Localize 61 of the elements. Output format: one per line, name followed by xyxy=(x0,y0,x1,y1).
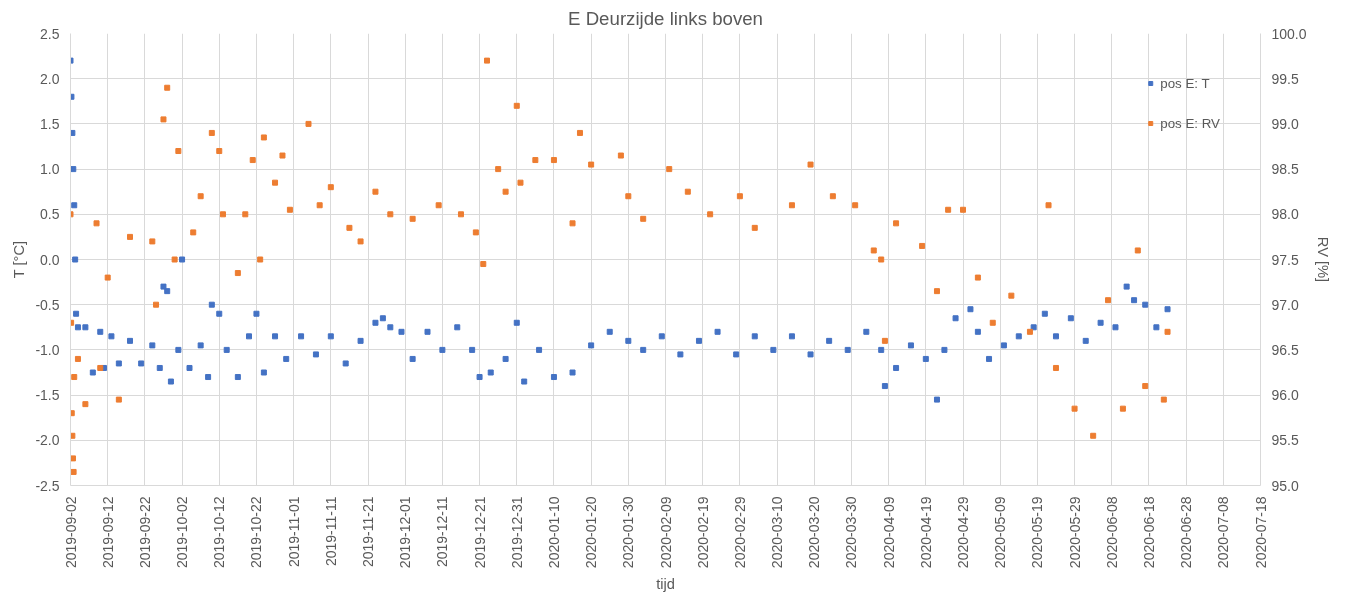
x-tick-label: 2020-04-19 xyxy=(917,496,934,569)
x-tick-label: 2020-02-09 xyxy=(657,496,674,569)
x-tick-label: 2019-12-31 xyxy=(508,496,525,569)
x-tick-label: 2020-01-10 xyxy=(545,496,562,569)
y-tick-label: -1.5 xyxy=(35,387,60,404)
x-tick-label: 2020-01-20 xyxy=(583,496,600,569)
y-tick-label: -2.0 xyxy=(35,432,60,449)
x-tick-label: 2019-10-22 xyxy=(248,496,265,569)
x-tick-label: 2020-05-29 xyxy=(1066,496,1083,569)
y-tick-label: 2.5 xyxy=(40,25,60,42)
x-tick-label: 2019-09-22 xyxy=(136,496,153,569)
x-tick-label: 2020-05-19 xyxy=(1029,496,1046,569)
x-tick-label: 2019-12-01 xyxy=(397,496,414,569)
x-axis-title: tijd xyxy=(656,576,675,593)
x-tick-label: 2020-07-18 xyxy=(1252,496,1269,569)
x-tick-label: 2019-11-01 xyxy=(285,496,302,568)
x-tick-label: 2020-03-10 xyxy=(769,496,786,569)
y2-tick-label: 95.0 xyxy=(1271,477,1299,494)
x-tick-label: 2019-11-11 xyxy=(322,496,339,567)
y2-tick-label: 99.0 xyxy=(1271,115,1299,132)
x-tick-label: 2020-06-18 xyxy=(1140,496,1157,569)
y2-tick-label: 97.0 xyxy=(1271,296,1299,313)
y2-tick-label: 95.5 xyxy=(1271,432,1299,449)
x-tick-label: 2019-09-12 xyxy=(99,496,116,569)
x-tick-label: 2020-07-08 xyxy=(1215,496,1232,569)
x-tick-label: 2019-12-21 xyxy=(471,496,488,569)
x-tick-label: 2020-06-28 xyxy=(1178,496,1195,569)
x-tick-label: 2019-10-02 xyxy=(174,496,191,569)
y-tick-label: 1.0 xyxy=(40,161,60,178)
legend-label: pos E: T xyxy=(1160,75,1210,91)
chart-title: E Deurzijde links boven xyxy=(568,7,763,29)
y-tick-label: -2.5 xyxy=(35,477,60,494)
y2-tick-label: 98.5 xyxy=(1271,161,1299,178)
y2-tick-label: 100.0 xyxy=(1271,25,1307,42)
x-tick-label: 2020-06-08 xyxy=(1103,496,1120,569)
y2-tick-label: 96.0 xyxy=(1271,387,1299,404)
y-tick-label: 1.5 xyxy=(40,115,60,132)
y-axis-title: T [°C] xyxy=(11,240,28,279)
y-tick-label: 0.5 xyxy=(40,206,60,223)
y-tick-label: -1.0 xyxy=(35,341,60,358)
x-tick-label: 2020-02-29 xyxy=(731,496,748,569)
y2-tick-label: 96.5 xyxy=(1271,341,1299,358)
y-tick-label: -0.5 xyxy=(35,296,60,313)
y-tick-label: 0.0 xyxy=(40,251,60,268)
x-tick-label: 2019-12-11 xyxy=(434,496,451,568)
x-tick-label: 2020-01-30 xyxy=(620,496,637,569)
y2-axis-title: RV [%] xyxy=(1314,236,1331,283)
x-tick-label: 2019-11-21 xyxy=(360,496,376,568)
x-tick-label: 2020-03-30 xyxy=(843,496,860,569)
x-tick-label: 2019-09-02 xyxy=(62,496,79,569)
x-tick-label: 2020-02-19 xyxy=(694,496,711,569)
x-tick-label: 2020-03-20 xyxy=(806,496,823,569)
legend-label: pos E: RV xyxy=(1160,115,1220,131)
y2-tick-label: 98.0 xyxy=(1271,206,1299,223)
x-tick-label: 2019-10-12 xyxy=(211,496,228,569)
x-tick-label: 2020-04-09 xyxy=(880,496,897,569)
y-tick-label: 2.0 xyxy=(40,70,60,87)
y2-tick-label: 97.5 xyxy=(1271,251,1299,268)
x-tick-label: 2020-04-29 xyxy=(955,496,971,569)
x-tick-label: 2020-05-09 xyxy=(992,496,1009,569)
y2-tick-label: 99.5 xyxy=(1271,70,1299,87)
